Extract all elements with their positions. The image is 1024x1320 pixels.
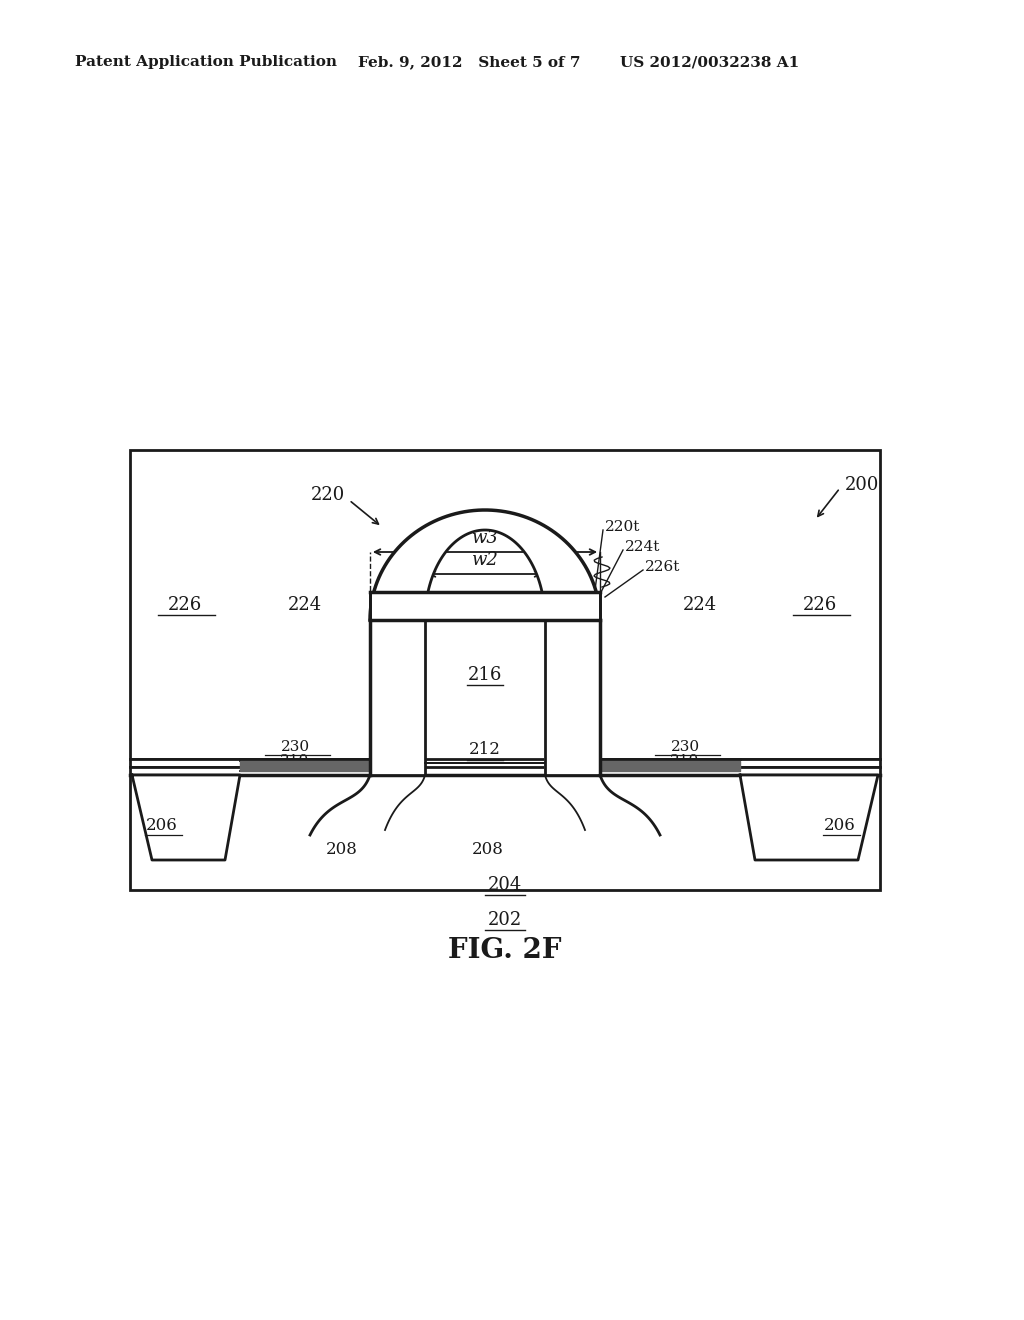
- Polygon shape: [240, 762, 370, 771]
- Text: w3: w3: [472, 529, 499, 546]
- Text: 220t: 220t: [605, 520, 640, 535]
- Text: 206: 206: [824, 817, 856, 833]
- Text: 216: 216: [468, 667, 502, 684]
- Text: 222: 222: [376, 692, 408, 709]
- Text: Patent Application Publication: Patent Application Publication: [75, 55, 337, 69]
- Text: US 2012/0032238 A1: US 2012/0032238 A1: [620, 55, 800, 69]
- Bar: [130, 450, 880, 890]
- Bar: [370, 591, 600, 620]
- Text: 206: 206: [146, 817, 178, 833]
- Text: 210: 210: [281, 754, 309, 768]
- Text: 210: 210: [671, 754, 699, 768]
- Text: 224: 224: [683, 595, 717, 614]
- Text: 200: 200: [845, 477, 880, 494]
- Polygon shape: [370, 510, 600, 775]
- Bar: [425, 763, 545, 775]
- Polygon shape: [132, 775, 240, 861]
- Text: 222: 222: [562, 692, 594, 709]
- Text: 230: 230: [671, 741, 699, 754]
- Text: 224: 224: [288, 595, 323, 614]
- Text: FIG. 2F: FIG. 2F: [449, 936, 562, 964]
- Text: 220: 220: [310, 486, 345, 504]
- Text: 226t: 226t: [645, 560, 680, 574]
- Text: 230: 230: [281, 741, 309, 754]
- Polygon shape: [600, 762, 740, 771]
- Text: 224t: 224t: [625, 540, 660, 554]
- Text: 208: 208: [472, 842, 504, 858]
- Text: w2: w2: [472, 550, 499, 569]
- Polygon shape: [740, 775, 878, 861]
- Text: 202: 202: [487, 911, 522, 929]
- Text: 226: 226: [803, 595, 838, 614]
- Text: 226: 226: [168, 595, 202, 614]
- Text: Feb. 9, 2012   Sheet 5 of 7: Feb. 9, 2012 Sheet 5 of 7: [358, 55, 581, 69]
- Text: 208: 208: [326, 842, 358, 858]
- Text: 234: 234: [469, 598, 501, 615]
- Text: 212: 212: [469, 742, 501, 759]
- Text: 204: 204: [487, 876, 522, 894]
